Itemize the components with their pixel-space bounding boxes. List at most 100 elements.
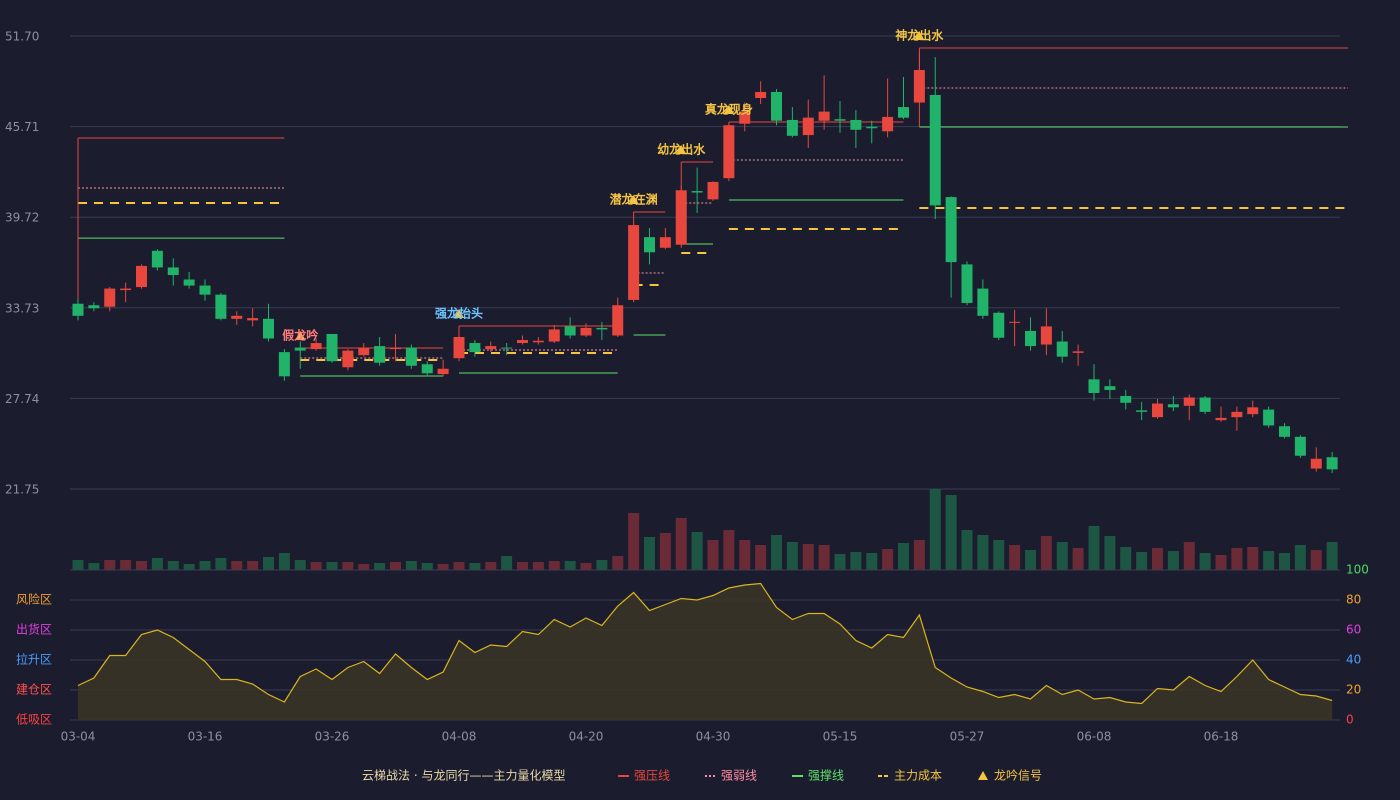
candle-body: [1025, 330, 1036, 347]
volume-bar: [945, 495, 957, 570]
volume-bar: [898, 543, 909, 570]
candle-body: [310, 343, 322, 350]
candle-body: [755, 91, 767, 99]
candle-body: [1279, 426, 1290, 437]
volume-bar: [437, 564, 449, 570]
signal-marker: [723, 105, 734, 115]
volume-bar: [263, 557, 274, 570]
candle-body: [1310, 458, 1322, 469]
volume-bar: [136, 561, 147, 570]
y-tick-label: 27.74: [5, 392, 39, 406]
volume-bar: [104, 560, 116, 570]
volume-bar: [469, 563, 481, 570]
y-tick-label: 51.70: [5, 30, 39, 44]
candle-body: [596, 327, 608, 330]
y-tick-label: 21.75: [5, 483, 39, 497]
volume-bar: [850, 552, 862, 570]
candle-body: [1104, 386, 1116, 390]
candle-body: [977, 288, 989, 316]
candle-body: [247, 318, 259, 321]
candle-body: [659, 237, 671, 248]
legend-label: 主力成本: [894, 769, 942, 783]
volume-bar: [120, 560, 132, 570]
volume-bar: [231, 561, 243, 570]
x-tick-label: 05-15: [823, 730, 858, 744]
candle-body: [786, 119, 798, 136]
volume-bar: [167, 561, 179, 570]
candle-body: [501, 347, 513, 349]
candle-body: [72, 303, 84, 316]
volume-bar: [580, 563, 592, 570]
volume-bar: [929, 489, 941, 570]
volume-bar: [612, 556, 624, 570]
volume-bar: [453, 562, 465, 570]
candle-body: [739, 111, 751, 124]
volume-bar: [310, 562, 322, 570]
candle-body: [802, 117, 814, 136]
candle-body: [294, 347, 306, 351]
volume-bar: [1104, 536, 1116, 570]
y-tick-label: 80: [1346, 593, 1361, 607]
volume-bar: [358, 564, 370, 570]
candle-body: [1167, 404, 1179, 408]
y-tick-label: 100: [1346, 563, 1369, 577]
volume-bar: [771, 535, 782, 570]
volume-bar: [532, 562, 544, 570]
zone-label: 出货区: [16, 622, 52, 637]
volume-bar: [739, 540, 751, 570]
candle-body: [1263, 409, 1275, 426]
candle-body: [485, 346, 497, 350]
candle-body: [691, 191, 703, 193]
signal-marker: [914, 30, 925, 40]
volume-bar: [977, 535, 989, 570]
volume-bar: [834, 554, 846, 570]
volume-bar: [866, 553, 878, 570]
candle-body: [961, 264, 973, 303]
volume-bar: [72, 560, 84, 570]
volume-bar: [215, 558, 227, 570]
candle-body: [215, 294, 227, 319]
candle-body: [1088, 379, 1100, 393]
volume-bar: [1152, 548, 1163, 570]
x-tick-label: 06-18: [1204, 730, 1239, 744]
x-tick-label: 03-26: [315, 730, 350, 744]
x-tick-label: 06-08: [1077, 730, 1112, 744]
candle-body: [913, 70, 925, 103]
signal-label: 幼龙出水: [657, 141, 706, 156]
candle-body: [866, 126, 878, 129]
volume-bar: [882, 549, 894, 570]
candle-body: [183, 279, 195, 286]
candle-body: [532, 340, 544, 343]
volume-bar: [390, 562, 401, 570]
volume-bar: [691, 532, 703, 570]
volume-bar: [1183, 542, 1195, 570]
candle-body: [628, 225, 640, 300]
volume-bar: [1072, 548, 1084, 570]
volume-bar: [1040, 536, 1052, 570]
zone-label: 建仓区: [16, 683, 52, 697]
volume-bar: [183, 564, 195, 570]
candle-body: [1040, 326, 1052, 345]
candle-body: [1056, 341, 1068, 357]
volume-bar: [1199, 553, 1211, 570]
candle-body: [151, 250, 163, 268]
volume-bar: [1167, 551, 1179, 570]
candle-body: [104, 288, 116, 307]
volume-bar: [659, 533, 671, 570]
candle-body: [421, 364, 433, 374]
legend-label: 强压线: [634, 769, 670, 783]
y-tick-label: 39.72: [5, 211, 39, 225]
legend-label: 强弱线: [721, 769, 757, 783]
y-tick-label: 60: [1346, 623, 1361, 637]
candle-body: [437, 368, 449, 375]
indicator-line: [77, 582, 1333, 705]
volume-bar: [1215, 555, 1227, 570]
volume-bar: [818, 545, 830, 570]
candle-body: [390, 347, 401, 350]
candle-body: [374, 346, 386, 363]
x-tick-label: 04-08: [442, 730, 477, 744]
signal-label: 潜龙在渊: [610, 192, 658, 207]
volume-bar: [1025, 550, 1036, 570]
